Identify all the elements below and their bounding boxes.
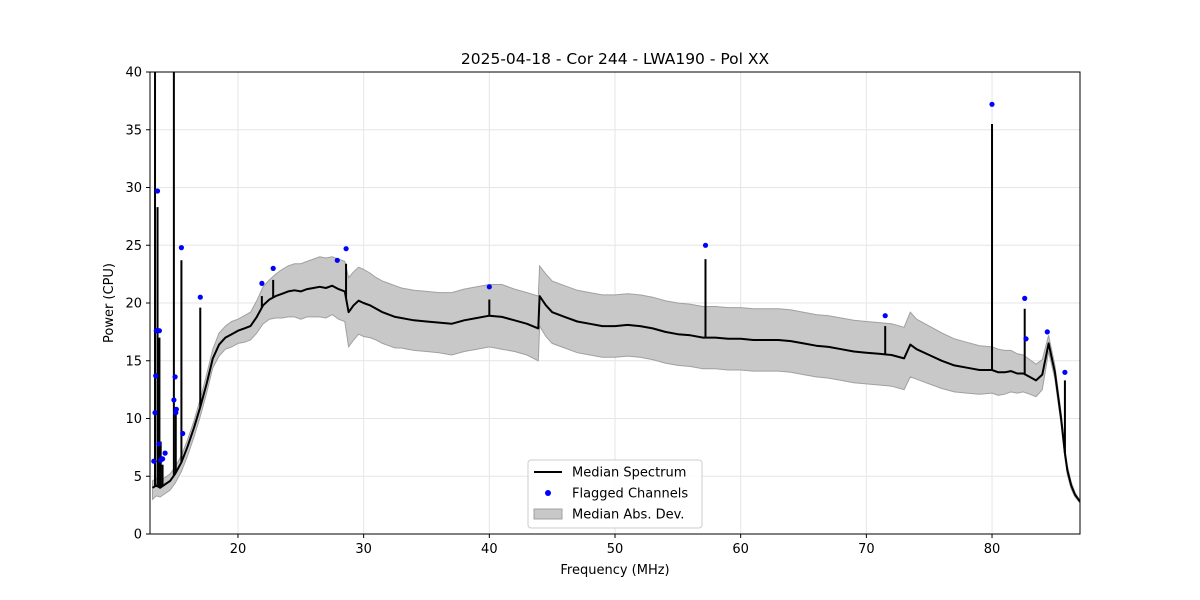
y-tick-label: 20 xyxy=(125,297,142,312)
flagged-channel-point xyxy=(989,101,995,107)
flagged-channel-point xyxy=(173,406,179,412)
flagged-channel-point xyxy=(172,374,178,380)
flagged-channel-point xyxy=(197,294,203,300)
x-axis: 20 30 40 50 60 70 80 xyxy=(230,534,1001,557)
flagged-channel-point xyxy=(178,245,184,251)
flagged-channel-point xyxy=(1023,336,1029,342)
median-spectrum-line xyxy=(151,284,1080,503)
flagged-channel-point xyxy=(1044,329,1050,335)
x-tick-label: 50 xyxy=(607,542,624,557)
legend-label-median-spectrum: Median Spectrum xyxy=(572,466,686,481)
y-tick-label: 25 xyxy=(125,239,142,254)
flagged-channel-point xyxy=(162,450,168,456)
x-tick-label: 20 xyxy=(230,542,247,557)
flagged-channel-point xyxy=(156,328,162,334)
flagged-channel-point xyxy=(343,246,349,252)
y-tick-label: 5 xyxy=(134,470,142,485)
legend-mad-patch-symbol xyxy=(533,508,563,520)
flagged-channel-point xyxy=(152,410,158,416)
x-tick-label: 60 xyxy=(732,542,749,557)
y-tick-label: 0 xyxy=(134,528,142,543)
y-tick-label: 35 xyxy=(125,123,142,138)
flagged-channel-point xyxy=(160,456,166,462)
x-axis-label: Frequency (MHz) xyxy=(560,563,669,578)
flagged-channel-point xyxy=(486,284,492,290)
legend-box xyxy=(527,459,703,529)
x-tick-label: 40 xyxy=(481,542,498,557)
chart-title: 2025-04-18 - Cor 244 - LWA190 - Pol XX xyxy=(461,50,770,68)
mad-band xyxy=(152,256,1080,504)
flagged-channel-point xyxy=(259,280,265,286)
y-tick-label: 40 xyxy=(125,66,142,81)
legend: Median Spectrum Flagged Channels Median … xyxy=(527,459,703,529)
flagged-channel-point xyxy=(154,188,161,194)
flagged-channel-point xyxy=(882,313,888,319)
legend-label-median-abs-dev: Median Abs. Dev. xyxy=(572,508,684,523)
flagged-channel-point xyxy=(153,373,159,379)
flagged-channel-point xyxy=(1022,295,1028,301)
legend-label-flagged-channels: Flagged Channels xyxy=(572,487,688,502)
y-tick-label: 15 xyxy=(125,354,142,369)
y-axis: 0 5 10 15 20 25 30 35 40 xyxy=(125,66,150,543)
plot-area xyxy=(151,72,1080,504)
flagged-channel-point xyxy=(702,242,709,248)
flagged-channel-point xyxy=(1062,369,1068,375)
y-tick-label: 10 xyxy=(125,412,142,427)
flagged-channel-point xyxy=(156,441,162,447)
flagged-channel-point xyxy=(171,397,177,403)
flagged-channel-point xyxy=(180,430,186,437)
flagged-channel-point xyxy=(334,257,340,263)
y-axis-label: Power (CPU) xyxy=(102,263,117,343)
flagged-channel-point xyxy=(151,458,157,464)
x-tick-label: 30 xyxy=(355,542,372,557)
legend-flagged-marker-symbol xyxy=(545,490,551,496)
x-tick-label: 80 xyxy=(984,542,1001,557)
y-tick-label: 30 xyxy=(125,181,142,196)
flagged-channel-point xyxy=(270,265,276,271)
x-tick-label: 70 xyxy=(858,542,875,557)
